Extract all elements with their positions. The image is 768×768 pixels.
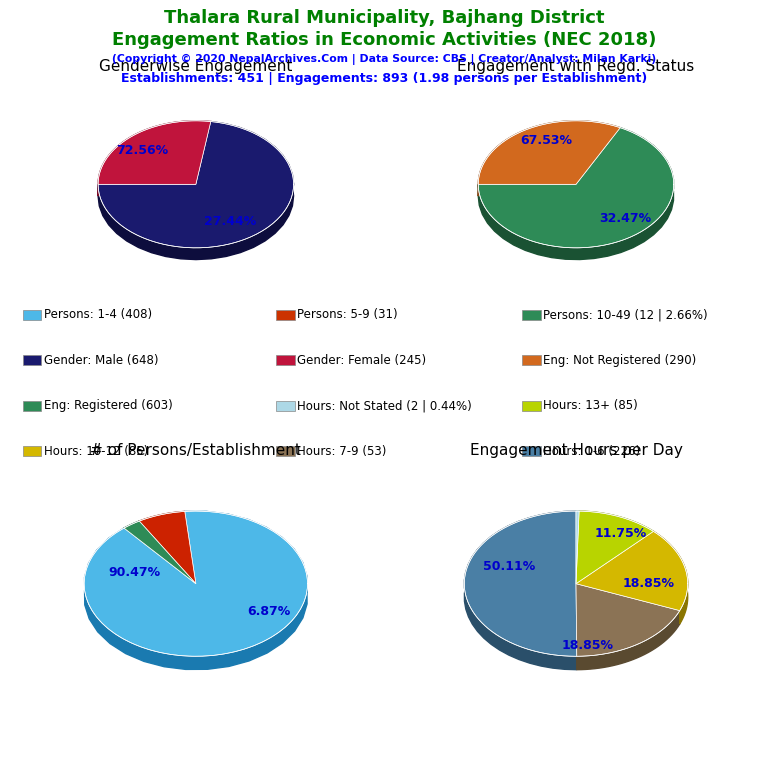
Title: Engagement with Regd. Status: Engagement with Regd. Status: [458, 59, 694, 74]
Polygon shape: [478, 127, 674, 248]
Polygon shape: [84, 511, 307, 656]
Polygon shape: [465, 511, 577, 670]
Polygon shape: [478, 121, 621, 184]
Text: Hours: 13+ (85): Hours: 13+ (85): [543, 399, 637, 412]
Text: 90.47%: 90.47%: [108, 566, 161, 579]
Text: Hours: Not Stated (2 | 0.44%): Hours: Not Stated (2 | 0.44%): [297, 399, 472, 412]
Polygon shape: [98, 121, 210, 184]
Text: Gender: Male (648): Gender: Male (648): [44, 354, 158, 366]
Polygon shape: [139, 511, 185, 535]
Bar: [522, 310, 541, 319]
Polygon shape: [84, 511, 307, 670]
Polygon shape: [576, 511, 654, 584]
Bar: [522, 355, 541, 366]
Text: Eng: Not Registered (290): Eng: Not Registered (290): [543, 354, 697, 366]
Bar: [276, 446, 295, 456]
Polygon shape: [579, 511, 654, 545]
Text: Hours: 1-6 (226): Hours: 1-6 (226): [543, 445, 640, 458]
Bar: [23, 446, 41, 456]
Bar: [23, 401, 41, 411]
Polygon shape: [576, 511, 579, 584]
Bar: [23, 310, 41, 319]
Bar: [276, 310, 295, 319]
Polygon shape: [577, 611, 680, 670]
Text: Establishments: 451 | Engagements: 893 (1.98 persons per Establishment): Establishments: 451 | Engagements: 893 (…: [121, 72, 647, 85]
Text: 67.53%: 67.53%: [521, 134, 573, 147]
Title: # of Persons/Establishment: # of Persons/Establishment: [91, 443, 301, 458]
Bar: [522, 446, 541, 456]
Text: Hours: 7-9 (53): Hours: 7-9 (53): [297, 445, 386, 458]
Polygon shape: [98, 121, 210, 196]
Polygon shape: [124, 521, 139, 541]
Text: Persons: 1-4 (408): Persons: 1-4 (408): [44, 308, 152, 321]
Bar: [276, 401, 295, 411]
Polygon shape: [654, 531, 687, 624]
Text: Gender: Female (245): Gender: Female (245): [297, 354, 426, 366]
Text: (Copyright © 2020 NepalArchives.Com | Data Source: CBS | Creator/Analyst: Milan : (Copyright © 2020 NepalArchives.Com | Da…: [112, 54, 656, 65]
Polygon shape: [124, 521, 196, 584]
Polygon shape: [576, 511, 579, 525]
Polygon shape: [465, 511, 577, 657]
Text: 50.11%: 50.11%: [483, 561, 535, 574]
Text: 27.44%: 27.44%: [204, 215, 257, 228]
Bar: [522, 401, 541, 411]
Text: Engagement Ratios in Economic Activities (NEC 2018): Engagement Ratios in Economic Activities…: [112, 31, 656, 48]
Title: Genderwise Engagement: Genderwise Engagement: [99, 59, 293, 74]
Bar: [23, 355, 41, 366]
Polygon shape: [576, 584, 680, 657]
Polygon shape: [478, 121, 621, 196]
Text: 18.85%: 18.85%: [623, 578, 674, 590]
Polygon shape: [98, 121, 293, 248]
Text: 11.75%: 11.75%: [594, 527, 647, 540]
Text: Persons: 5-9 (31): Persons: 5-9 (31): [297, 308, 398, 321]
Polygon shape: [576, 531, 687, 611]
Text: Persons: 10-49 (12 | 2.66%): Persons: 10-49 (12 | 2.66%): [543, 308, 707, 321]
Text: 18.85%: 18.85%: [561, 639, 613, 651]
Text: 72.56%: 72.56%: [116, 144, 168, 157]
Text: Eng: Registered (603): Eng: Registered (603): [44, 399, 173, 412]
Bar: [276, 355, 295, 366]
Text: Hours: 10-12 (85): Hours: 10-12 (85): [44, 445, 148, 458]
Polygon shape: [139, 511, 196, 584]
Text: 6.87%: 6.87%: [247, 605, 290, 618]
Text: 32.47%: 32.47%: [599, 212, 651, 225]
Polygon shape: [478, 127, 674, 260]
Text: Thalara Rural Municipality, Bajhang District: Thalara Rural Municipality, Bajhang Dist…: [164, 9, 604, 27]
Title: Engagement Hours per Day: Engagement Hours per Day: [469, 443, 683, 458]
Polygon shape: [98, 121, 293, 260]
